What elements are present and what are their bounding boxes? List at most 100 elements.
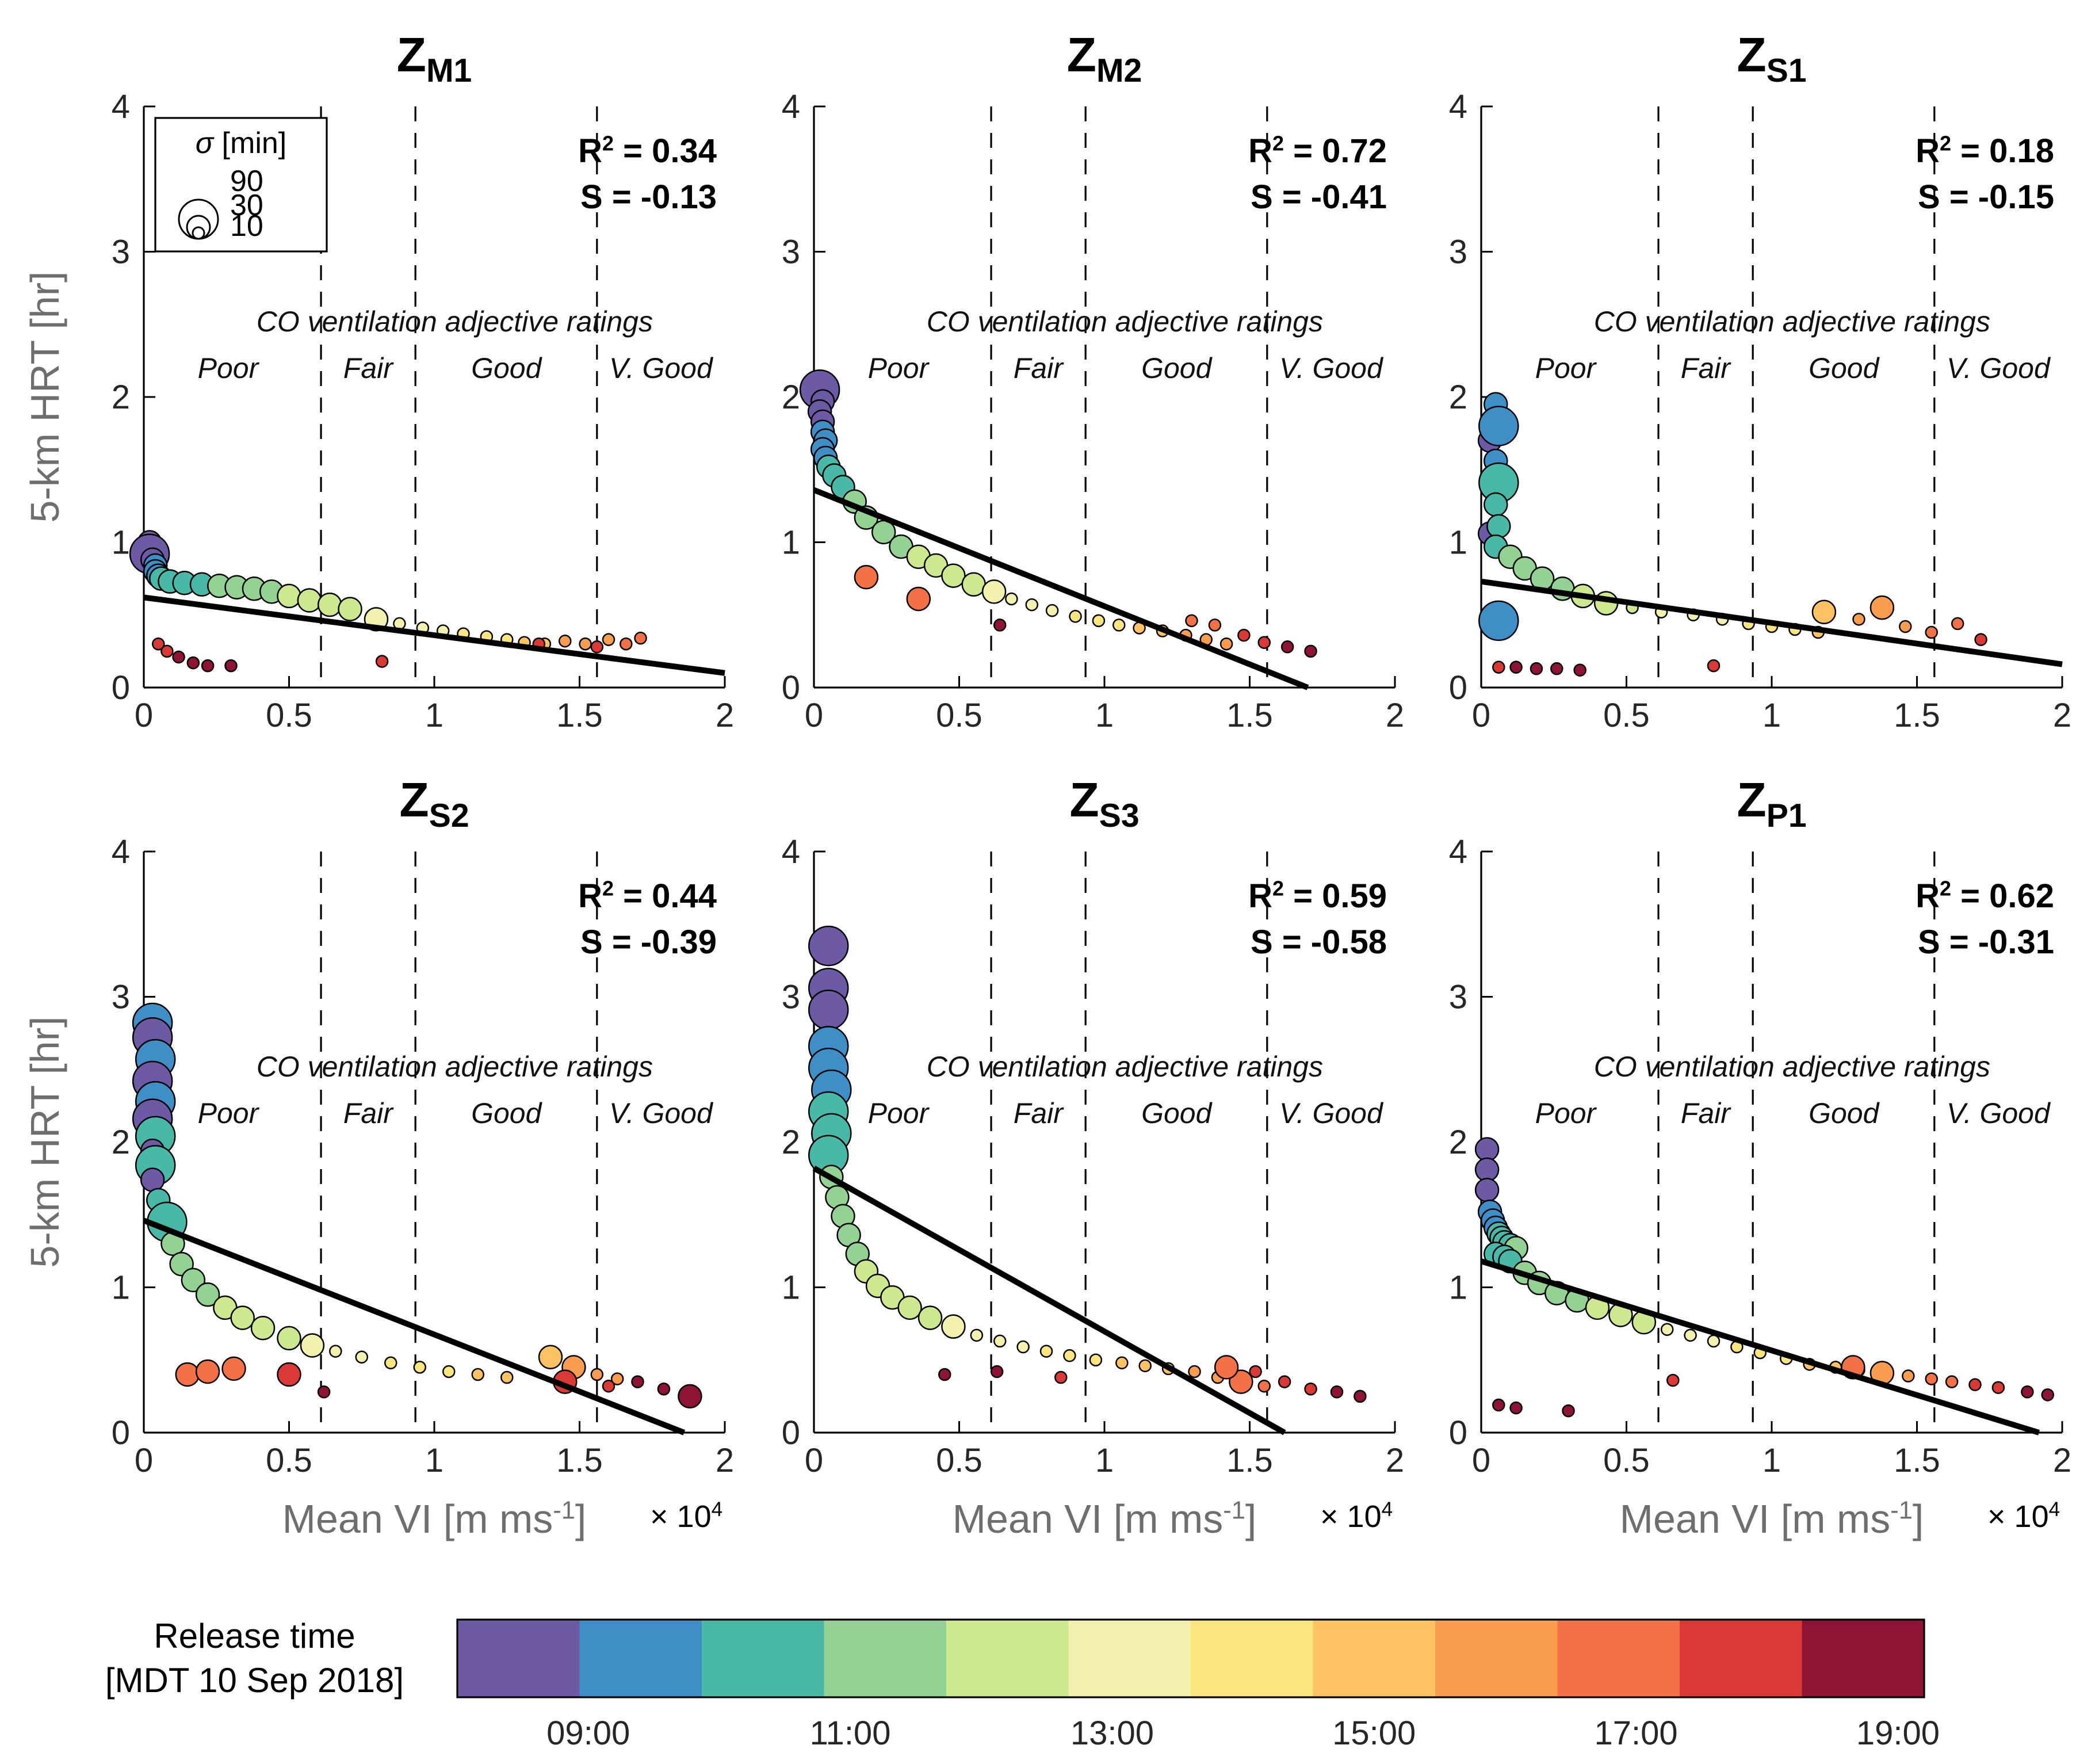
data-point: [1115, 1356, 1129, 1370]
data-point: [1968, 1378, 1982, 1391]
data-point: [1945, 1375, 1959, 1388]
data-point: [1478, 600, 1519, 642]
data-point: [1707, 1334, 1721, 1348]
data-point: [1089, 1353, 1103, 1366]
y-tick-label: 0: [782, 669, 800, 707]
x-tick-label: 0: [1472, 697, 1490, 734]
data-point: [1063, 1349, 1076, 1362]
data-point: [1005, 592, 1018, 606]
data-point: [2041, 1388, 2054, 1402]
data-point: [981, 579, 1007, 604]
data-point: [471, 1368, 484, 1381]
y-tick-label: 1: [112, 524, 130, 562]
data-point: [195, 1282, 220, 1307]
data-point: [1666, 1373, 1680, 1387]
data-point: [338, 597, 362, 621]
data-point: [1951, 617, 1964, 631]
x-tick-label: 0: [135, 697, 153, 734]
x-tick-label: 1: [1095, 697, 1114, 734]
colorbar-segment: [824, 1620, 947, 1697]
x-axis-label-col3: Mean VI [m ms-1]: [1619, 1496, 1924, 1541]
colorbar-segment: [702, 1620, 825, 1697]
data-point: [590, 640, 604, 654]
data-point: [1991, 1381, 2005, 1394]
colorbar: 09:00 11:00 13:00 15:00 17:00 19:00: [456, 1618, 1940, 1752]
x-tick-label: 1.5: [556, 1442, 603, 1479]
data-point: [1530, 662, 1543, 675]
x-tick-label: 2: [2053, 697, 2071, 734]
y-tick-label: 3: [782, 234, 800, 271]
data-point: [186, 656, 200, 670]
data-point: [1208, 618, 1222, 632]
data-point: [224, 659, 238, 673]
data-point: [941, 563, 966, 588]
colorbar-border: [456, 1618, 1925, 1698]
data-point: [1509, 1401, 1523, 1415]
data-point: [1474, 1137, 1500, 1162]
legend-size-label: 10: [230, 209, 263, 243]
x-tick-label: 0: [1472, 1442, 1490, 1479]
panel-plot-p1: 0 0.5 1 1.5 2 0 1 2 3 4: [1449, 833, 2071, 1479]
data-point: [384, 1356, 397, 1370]
data-point: [1474, 1178, 1500, 1202]
y-tick-label: 4: [112, 88, 130, 125]
x-tick-label: 1: [1763, 697, 1781, 734]
fit-line: [143, 1217, 686, 1435]
y-tick-label: 4: [1449, 88, 1467, 125]
data-point: [970, 1328, 984, 1342]
data-point: [1707, 659, 1721, 673]
data-point: [993, 618, 1007, 632]
data-point: [917, 1305, 943, 1330]
data-point: [1257, 1379, 1271, 1393]
colorbar-segment: [1191, 1620, 1314, 1697]
data-point: [442, 1365, 456, 1379]
data-point: [1278, 1375, 1291, 1388]
y-tick-label: 2: [112, 379, 130, 416]
x-tick-label: 2: [716, 697, 734, 734]
data-point: [1219, 637, 1233, 651]
data-point: [1925, 1372, 1938, 1385]
x-tick-label: 0: [805, 697, 823, 734]
x-tick-label: 1: [425, 697, 444, 734]
y-tick-label: 0: [112, 669, 130, 707]
data-point: [297, 588, 322, 613]
y-tick-label: 0: [782, 1414, 800, 1452]
x-tick-label: 1: [1763, 1442, 1781, 1479]
data-point: [961, 572, 986, 597]
y-tick-label: 4: [112, 833, 130, 870]
data-point: [230, 1305, 255, 1330]
x-tick-label: 0.5: [266, 1442, 312, 1479]
data-point: [897, 1295, 922, 1320]
colorbar-tick-label: 09:00: [546, 1715, 630, 1752]
colorbar-segment: [1435, 1620, 1558, 1697]
x-tick-label: 0.5: [936, 1442, 982, 1479]
data-point: [808, 925, 849, 967]
data-point: [277, 1362, 301, 1387]
legend-circle: [192, 226, 205, 240]
y-tick-label: 4: [782, 833, 800, 870]
x-tick-label: 0: [805, 1442, 823, 1479]
data-point: [375, 655, 389, 668]
y-tick-label: 0: [1449, 1414, 1467, 1452]
x-tick-label: 1.5: [1226, 1442, 1273, 1479]
x-tick-label: 2: [2053, 1442, 2071, 1479]
data-point: [1188, 1365, 1201, 1379]
panel-plot-m2: 0 0.5 1 1.5 2 0 1 2 3 4: [782, 88, 1404, 734]
data-point: [1039, 1345, 1053, 1358]
x-tick-label: 2: [716, 1442, 734, 1479]
legend-size-label: 90: [230, 165, 263, 198]
data-point: [1330, 1385, 1344, 1399]
data-point: [1304, 644, 1317, 658]
colorbar-label: Release time [MDT 10 Sep 2018]: [105, 1617, 404, 1700]
y-tick-label: 1: [782, 524, 800, 562]
data-point: [160, 644, 174, 658]
data-point: [631, 1375, 644, 1388]
fit-line: [1481, 578, 2063, 667]
y-tick-label: 3: [112, 979, 130, 1016]
x-tick-label: 0: [135, 1442, 153, 1479]
y-tick-label: 2: [1449, 1124, 1467, 1161]
data-point: [329, 1345, 342, 1358]
data-point: [277, 1326, 301, 1351]
